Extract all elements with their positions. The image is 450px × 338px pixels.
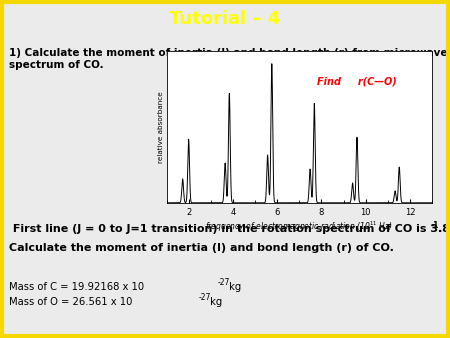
Text: First line (J = 0 to J=1 transition) in the rotation spectrum of CO is 3.84235 c: First line (J = 0 to J=1 transition) in … — [9, 224, 450, 234]
Text: .: . — [437, 224, 442, 234]
X-axis label: frequency of electromagnetic radiation (10$^{11}$ Hz): frequency of electromagnetic radiation (… — [205, 219, 393, 234]
Text: Tutorial – 4: Tutorial – 4 — [169, 10, 281, 28]
Text: 1) Calculate the moment of inertia (I) and bond length (r) from microwave: 1) Calculate the moment of inertia (I) a… — [9, 48, 447, 58]
Text: spectrum of CO.: spectrum of CO. — [9, 60, 103, 70]
Text: Find     r(C—O): Find r(C—O) — [317, 76, 397, 86]
Text: Mass of O = 26.561 x 10: Mass of O = 26.561 x 10 — [9, 297, 132, 308]
Text: -27: -27 — [199, 293, 212, 303]
Text: kg: kg — [226, 282, 241, 292]
Text: kg: kg — [207, 297, 222, 308]
Y-axis label: relative absorbance: relative absorbance — [158, 91, 164, 163]
Text: Mass of C = 19.92168 x 10: Mass of C = 19.92168 x 10 — [9, 282, 144, 292]
Text: -27: -27 — [218, 278, 230, 287]
Text: Calculate the moment of inertia (I) and bond length (r) of CO.: Calculate the moment of inertia (I) and … — [9, 243, 393, 253]
Text: -1: -1 — [431, 221, 439, 230]
